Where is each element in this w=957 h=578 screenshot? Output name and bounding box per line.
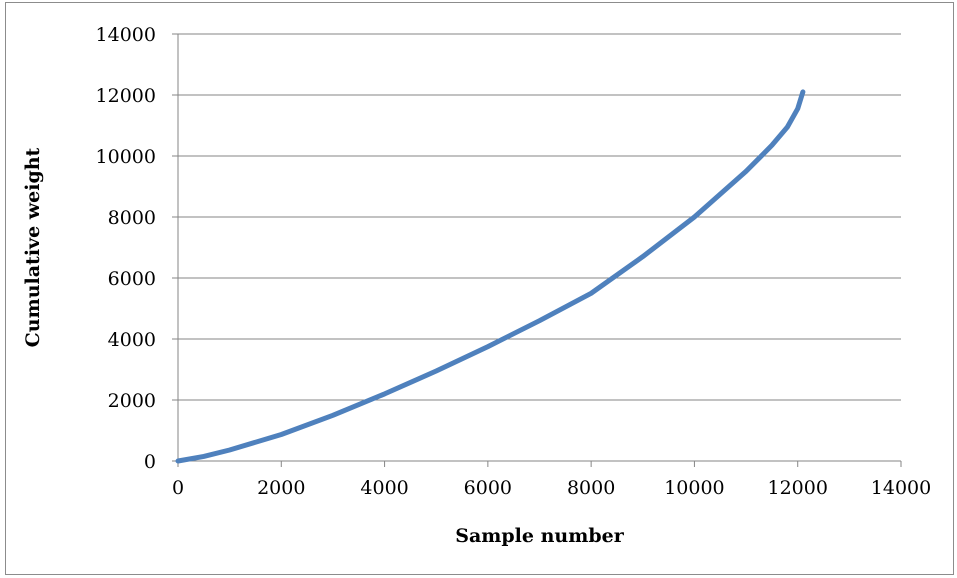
y-axis-ticks: 0 2000 4000 6000 8000 10000 12000 14000 [96,24,178,473]
y-tick-label: 6000 [108,268,156,290]
series-line [175,89,806,464]
x-tick-label: 6000 [464,477,512,499]
gridlines [178,33,901,401]
x-tick-label: 4000 [360,477,408,499]
x-axis-title: Sample number [455,525,624,547]
x-axis-ticks: 0 2000 4000 6000 8000 10000 12000 14000 [172,461,931,499]
x-tick-label: 8000 [567,477,615,499]
x-tick-label: 12000 [767,477,827,499]
y-tick-label: 12000 [96,85,156,107]
x-tick-label: 10000 [664,477,724,499]
x-tick-label: 2000 [257,477,305,499]
y-tick-label: 14000 [96,24,156,46]
x-tick-label: 14000 [871,477,931,499]
x-tick-label: 0 [172,477,184,499]
y-tick-label: 2000 [108,390,156,412]
y-tick-label: 10000 [96,146,156,168]
y-axis-title: Cumulative weight [22,147,44,347]
y-tick-label: 4000 [108,329,156,351]
y-tick-label: 8000 [108,207,156,229]
chart-frame [5,2,954,575]
y-tick-label: 0 [144,451,156,473]
axes [177,34,901,462]
series-layer [175,89,806,464]
